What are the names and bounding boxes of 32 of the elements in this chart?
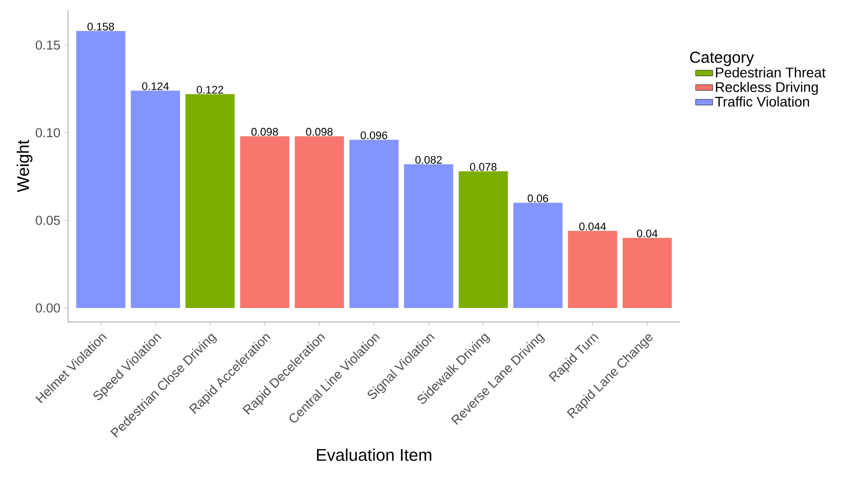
bar xyxy=(130,90,180,308)
bar xyxy=(349,140,399,308)
y-tick-label: 0.05 xyxy=(36,216,60,225)
y-tick-label: 0.15 xyxy=(36,40,60,50)
bar xyxy=(458,171,508,308)
y-tick-label: 0.00 xyxy=(36,303,60,313)
data-label: 0.04 xyxy=(636,230,658,238)
bar xyxy=(622,238,672,308)
data-label: 0.158 xyxy=(87,22,114,31)
legend-label: Reckless Driving xyxy=(716,82,818,95)
data-label: 0.098 xyxy=(251,128,278,136)
x-axis-title: Evaluation Item xyxy=(317,448,432,461)
data-label: 0.098 xyxy=(306,128,333,136)
data-label: 0.096 xyxy=(360,131,388,140)
bar xyxy=(185,94,235,308)
data-label: 0.044 xyxy=(579,222,606,230)
data-label: 0.122 xyxy=(196,86,224,94)
data-label: 0.124 xyxy=(142,82,169,90)
bar xyxy=(294,136,344,308)
y-tick-label: 0.10 xyxy=(36,128,60,138)
legend-label: Traffic Violation xyxy=(715,96,810,107)
legend-title: Category xyxy=(690,52,754,66)
legend-label: Pedestrian Threat xyxy=(716,67,826,78)
bar xyxy=(404,164,454,308)
bar xyxy=(568,230,618,308)
bar xyxy=(240,136,290,308)
bar xyxy=(513,202,563,308)
y-axis-title: Weight xyxy=(16,140,32,192)
data-label: 0.082 xyxy=(415,156,442,164)
bar xyxy=(76,31,126,308)
data-label: 0.078 xyxy=(470,162,497,171)
data-label: 0.06 xyxy=(528,194,548,202)
